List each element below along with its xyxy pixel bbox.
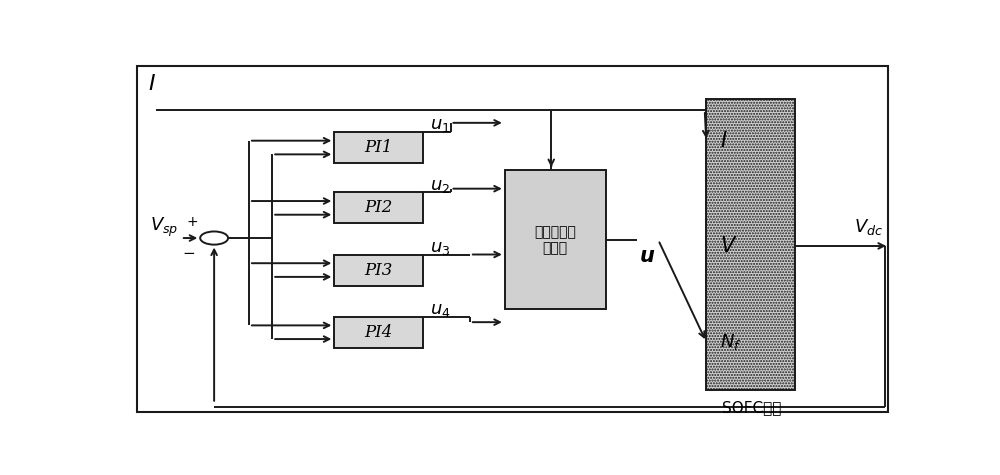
Text: $V_{dc}$: $V_{dc}$: [854, 217, 883, 237]
Text: PI4: PI4: [365, 324, 393, 341]
Bar: [334, 132, 423, 163]
Text: $u_2$: $u_2$: [430, 177, 450, 195]
Text: SOFC系统: SOFC系统: [722, 400, 781, 415]
Text: $N_f$: $N_f$: [720, 332, 742, 352]
Text: $I$: $I$: [720, 131, 728, 151]
Text: PI1: PI1: [365, 139, 393, 156]
Bar: [505, 171, 606, 309]
Text: $u_3$: $u_3$: [430, 239, 450, 257]
Text: $V$: $V$: [720, 236, 738, 256]
Text: +: +: [187, 215, 198, 229]
Text: PI2: PI2: [365, 200, 393, 217]
Text: $\boldsymbol{u}$: $\boldsymbol{u}$: [639, 247, 655, 266]
Bar: [334, 317, 423, 348]
Bar: [706, 99, 795, 390]
Text: $u_4$: $u_4$: [430, 301, 450, 319]
Text: $I$: $I$: [148, 74, 156, 95]
Text: 多模型控制
器融合: 多模型控制 器融合: [534, 225, 576, 255]
Text: PI3: PI3: [365, 262, 393, 278]
Text: $V_{sp}$: $V_{sp}$: [150, 216, 178, 238]
Bar: [334, 192, 423, 223]
Text: −: −: [182, 246, 195, 261]
Bar: [334, 255, 423, 285]
Text: $u_1$: $u_1$: [430, 116, 450, 134]
